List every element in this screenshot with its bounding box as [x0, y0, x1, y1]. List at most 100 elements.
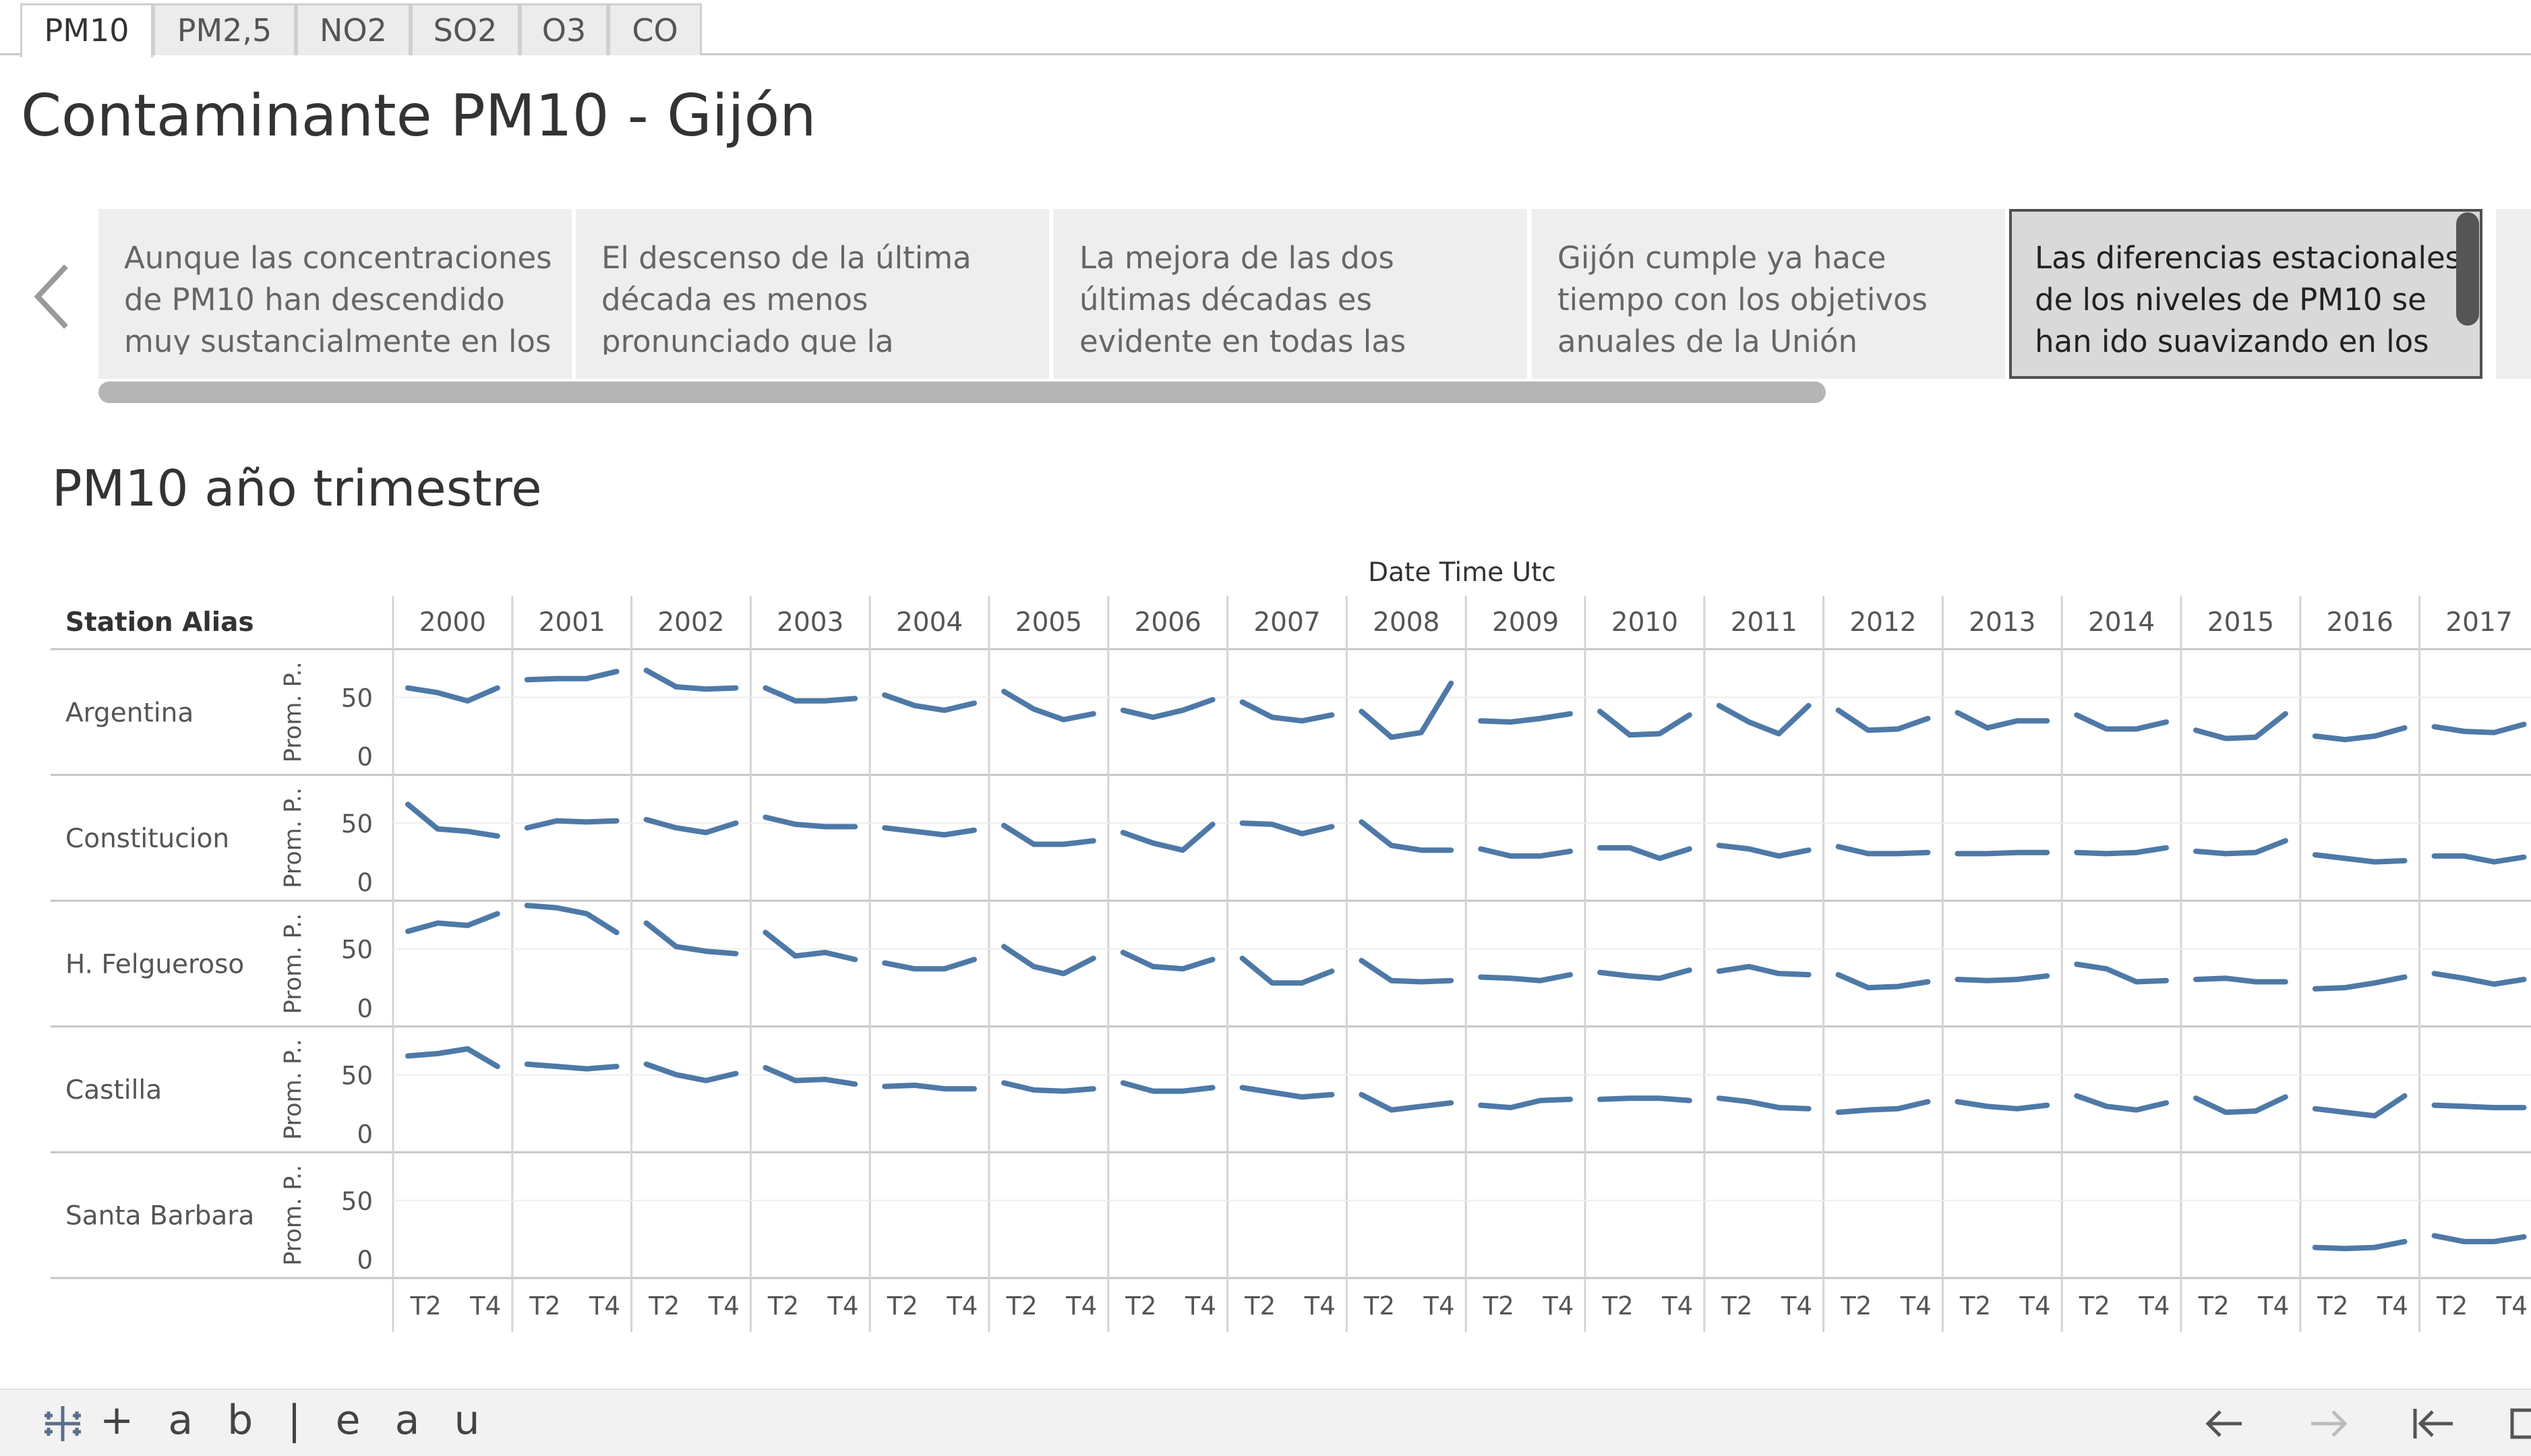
series-line — [1001, 1080, 1096, 1094]
series-line — [2074, 1093, 2169, 1113]
y-tick-label: 0 — [357, 743, 373, 772]
y-tick-label: 0 — [357, 1246, 373, 1275]
quarter-tick-label: T2 — [1959, 1292, 1991, 1321]
series-line — [763, 930, 858, 963]
series-line — [1716, 1095, 1812, 1112]
series-line — [1835, 1099, 1931, 1116]
series-line — [1359, 680, 1454, 740]
y-tick-label: 0 — [357, 994, 373, 1023]
series-line — [643, 816, 739, 836]
story-point-text: Las diferencias estacionales de los nive… — [2035, 240, 2462, 355]
story-horizontal-scrollbar[interactable] — [98, 382, 1826, 403]
y-tick-label: 0 — [357, 1120, 373, 1149]
quarter-tick-label: T2 — [648, 1292, 680, 1321]
series-line — [524, 903, 620, 936]
series-line — [524, 1061, 620, 1072]
tab-pm10[interactable]: PM10 — [20, 3, 153, 57]
series-line — [882, 957, 977, 972]
year-header: 2001 — [539, 607, 605, 638]
tab-co[interactable]: CO — [608, 3, 702, 55]
year-header: 2002 — [657, 607, 724, 638]
series-line — [1835, 844, 1931, 857]
series-line — [1239, 699, 1335, 724]
series-line — [2312, 725, 2408, 743]
series-line — [1835, 972, 1931, 991]
quarter-tick-label: T2 — [1721, 1292, 1752, 1321]
series-line — [405, 1046, 500, 1070]
story-point-text: La mejora de las dos últimas décadas es … — [1079, 240, 1406, 355]
quarter-tick-label: T4 — [708, 1292, 740, 1321]
series-line — [643, 1061, 739, 1083]
quarter-tick-label: T4 — [946, 1292, 978, 1321]
series-line — [1001, 688, 1096, 723]
y-axis-title: Prom. P.. — [280, 787, 307, 888]
story-point-6[interactable] — [2496, 209, 2531, 379]
quarter-tick-label: T2 — [887, 1292, 918, 1321]
series-line — [2431, 1233, 2527, 1244]
year-header: 2006 — [1135, 607, 1201, 638]
quarter-tick-label: T4 — [2019, 1292, 2050, 1321]
series-line — [1359, 958, 1454, 985]
year-header: 2010 — [1611, 607, 1678, 638]
series-line — [2074, 961, 2169, 985]
quarter-tick-label: T2 — [1363, 1292, 1395, 1321]
y-axis-title: Prom. P.. — [280, 661, 307, 762]
station-label: Argentina — [65, 698, 193, 728]
quarter-tick-label: T4 — [1542, 1292, 1574, 1321]
year-header: 2000 — [419, 607, 486, 638]
tab-so2[interactable]: SO2 — [411, 3, 520, 55]
quarter-tick-label: T2 — [2197, 1292, 2229, 1321]
station-label: Constitucion — [65, 824, 229, 854]
story-point-4[interactable]: Gijón cumple ya hace tiempo con los obje… — [1532, 209, 2005, 379]
arrow-right-icon[interactable] — [2304, 1405, 2352, 1443]
series-line — [1359, 1091, 1454, 1113]
series-line — [882, 1083, 977, 1092]
year-header: 2011 — [1731, 607, 1797, 638]
series-line — [1001, 822, 1096, 847]
story-point-5[interactable]: Las diferencias estacionales de los nive… — [2009, 209, 2482, 379]
tab-pm25[interactable]: PM2,5 — [153, 3, 296, 55]
series-line — [2431, 1102, 2527, 1111]
bottom-toolbar: + a b | e a u — [0, 1389, 2531, 1456]
revert-to-start-icon[interactable] — [2410, 1405, 2457, 1443]
y-tick-label: 0 — [357, 868, 373, 897]
year-header: 2017 — [2445, 607, 2512, 638]
series-line — [2312, 1238, 2408, 1252]
arrow-left-icon[interactable] — [2201, 1405, 2249, 1443]
quarter-tick-label: T2 — [1005, 1292, 1037, 1321]
y-tick-label: 50 — [341, 936, 373, 965]
series-line — [405, 685, 500, 704]
series-line — [1239, 1085, 1335, 1100]
quarter-tick-label: T4 — [827, 1292, 858, 1321]
year-header: 2009 — [1492, 607, 1559, 638]
series-line — [405, 911, 500, 934]
series-line — [1120, 821, 1216, 853]
chevron-left-icon[interactable] — [28, 260, 76, 334]
tableau-logo-icon — [44, 1406, 81, 1441]
series-line — [882, 825, 977, 838]
y-tick-label: 50 — [341, 1061, 373, 1090]
series-line — [1955, 973, 2050, 983]
year-header: 2014 — [2088, 607, 2155, 638]
quarter-tick-label: T4 — [1065, 1292, 1097, 1321]
series-line — [1239, 955, 1335, 986]
year-header: 2015 — [2207, 607, 2274, 638]
quarter-tick-label: T2 — [767, 1292, 799, 1321]
story-point-1[interactable]: Aunque las concentraciones de PM10 han d… — [98, 209, 572, 379]
quarter-tick-label: T4 — [1661, 1292, 1693, 1321]
y-axis-title: Prom. P.. — [280, 913, 307, 1014]
pause-icon[interactable] — [2509, 1405, 2531, 1443]
tab-o3[interactable]: O3 — [520, 3, 608, 55]
story-point-2[interactable]: El descenso de la última década es menos… — [576, 209, 1049, 379]
year-header: 2005 — [1015, 607, 1082, 638]
tab-no2[interactable]: NO2 — [296, 3, 411, 55]
series-line — [1597, 1095, 1692, 1103]
story-point-text: Gijón cumple ya hace tiempo con los obje… — [1557, 240, 1928, 355]
series-line — [1239, 820, 1335, 837]
quarter-tick-label: T4 — [2496, 1292, 2528, 1321]
story-point-scrollbar[interactable] — [2456, 212, 2479, 326]
series-line — [1120, 697, 1216, 721]
series-line — [524, 669, 620, 683]
quarter-tick-label: T2 — [1483, 1292, 1514, 1321]
story-point-3[interactable]: La mejora de las dos últimas décadas es … — [1054, 209, 1527, 379]
